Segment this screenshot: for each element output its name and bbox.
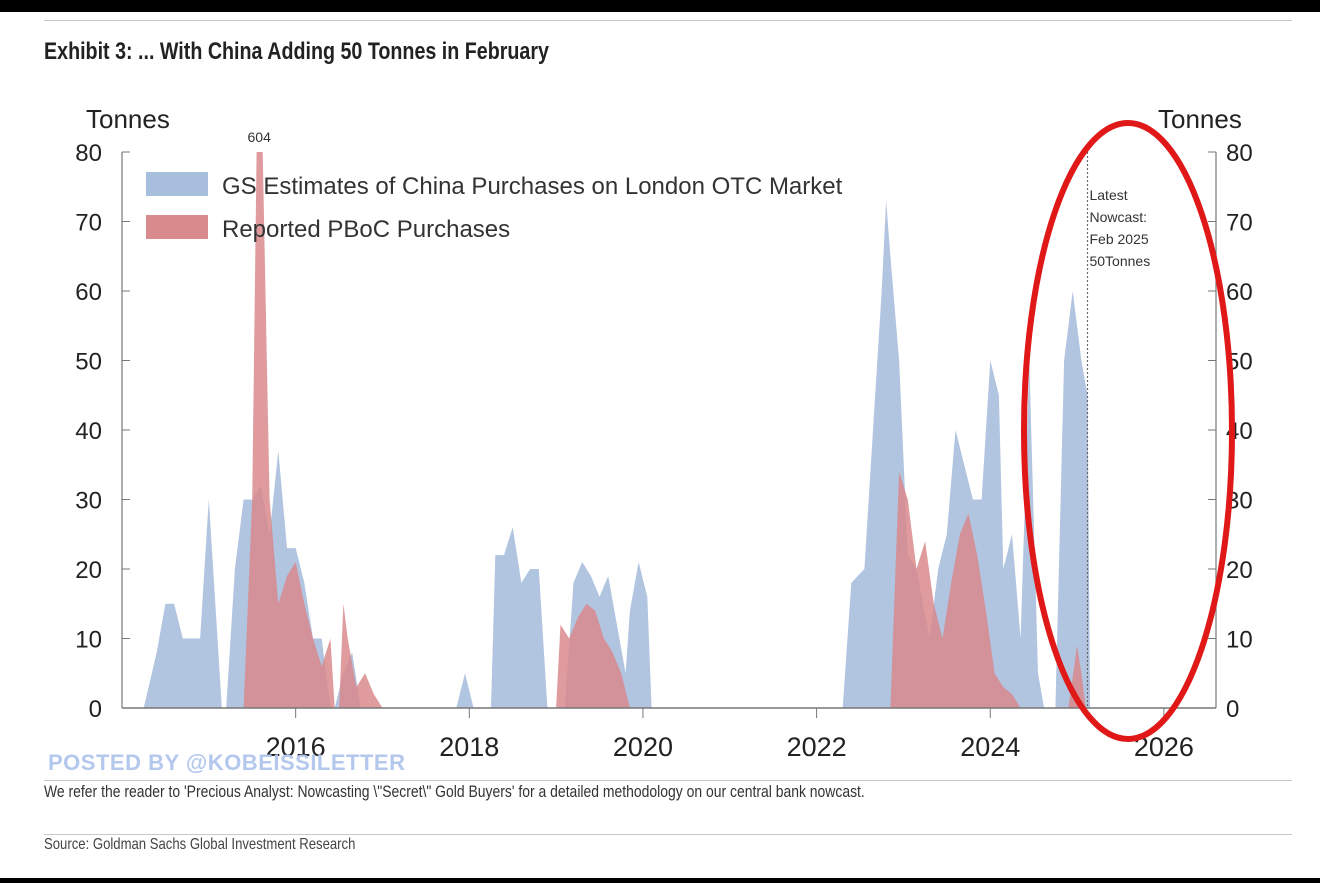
y-tick-label-right: 0 (1226, 696, 1239, 723)
y-tick-label-left: 30 (75, 488, 102, 515)
legend-label-pboc: Reported PBoC Purchases (222, 216, 510, 243)
y-tick-label-left: 50 (75, 349, 102, 376)
highlight-circle (1021, 120, 1235, 742)
y-tick-label-left: 80 (75, 140, 102, 167)
y-tick-label-left: 20 (75, 557, 102, 584)
pboc-purchases-area (243, 152, 1086, 708)
y-tick-label-right: 60 (1226, 279, 1253, 306)
legend-swatch-pboc (146, 215, 208, 239)
nowcast-label: Latest (1089, 187, 1127, 203)
x-tick-label: 2020 (613, 732, 673, 762)
watermark-text: POSTED BY @KOBEISSILETTER (48, 750, 406, 775)
x-tick-label: 2016 (266, 732, 326, 762)
y-tick-label-right: 80 (1226, 140, 1253, 167)
footnote-rule (44, 780, 1292, 781)
y-tick-label-left: 0 (89, 696, 102, 723)
x-tick-label: 2022 (787, 732, 847, 762)
annotation-604: 604 (248, 129, 272, 145)
chart-frame: Exhibit 3: ... With China Adding 50 Tonn… (0, 12, 1320, 878)
nowcast-label: Nowcast: (1089, 209, 1147, 225)
y-tick-label-left: 70 (75, 210, 102, 237)
y-axis-title-right: Tonnes (1158, 104, 1242, 134)
y-tick-label-right: 20 (1226, 557, 1253, 584)
y-axis-title-left: Tonnes (86, 104, 170, 134)
top-rule (44, 20, 1292, 21)
legend-swatch-gs (146, 172, 208, 196)
y-tick-label-right: 10 (1226, 627, 1253, 654)
legend-label-gs: GS Estimates of China Purchases on Londo… (222, 173, 843, 200)
y-tick-label-left: 10 (75, 627, 102, 654)
x-tick-label: 2018 (439, 732, 499, 762)
source-text: Source: Goldman Sachs Global Investment … (44, 836, 356, 853)
footnote-text: We refer the reader to 'Precious Analyst… (44, 782, 865, 801)
nowcast-label: Feb 2025 (1089, 231, 1148, 247)
x-tick-label: 2024 (960, 732, 1020, 762)
y-tick-label-right: 70 (1226, 210, 1253, 237)
chart-title: Exhibit 3: ... With China Adding 50 Tonn… (44, 38, 549, 65)
y-tick-label-left: 60 (75, 279, 102, 306)
source-rule (44, 834, 1292, 835)
gs-estimates-area (143, 200, 1091, 708)
nowcast-label: 50Tonnes (1089, 253, 1150, 269)
y-tick-label-left: 40 (75, 418, 102, 445)
